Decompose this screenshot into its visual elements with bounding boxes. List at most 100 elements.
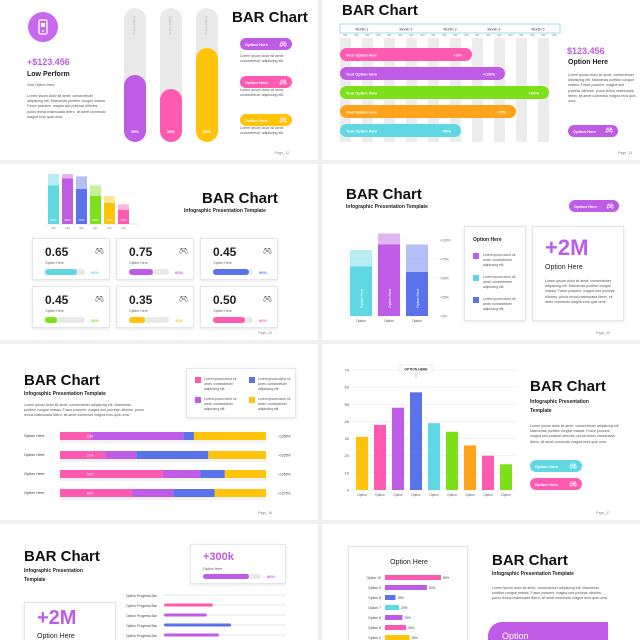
kpi-pct: 80% (259, 318, 268, 323)
option-pill[interactable]: Option Here 🎮︎ (240, 114, 292, 126)
bar (164, 623, 232, 627)
option-pill-pink[interactable]: Option Here 🎮︎ (530, 478, 582, 490)
kpi-value: 0.45 (213, 245, 237, 259)
bar (340, 67, 505, 80)
amount-progress-fill (203, 574, 250, 579)
bar-category-label: Opt (51, 226, 56, 230)
bar-category-label: Opt (107, 226, 112, 230)
legend-text: Lorem ipsum dolor sit amet, consectetuer… (483, 297, 516, 311)
page-number: Page_17 (596, 511, 611, 515)
bar (90, 196, 101, 224)
bar-category-label: Option 8 (368, 596, 381, 600)
bar (392, 407, 404, 490)
kpi-caption: Option Here (213, 309, 232, 313)
bar-track (164, 604, 286, 606)
kpi-pct: 80% (91, 270, 100, 275)
bar-category-label: Opt (79, 226, 84, 230)
bar-segment (173, 489, 215, 497)
bar-value-label: 20% (401, 606, 408, 610)
heading: Low Perform (27, 71, 70, 78)
y-tick-label: +75% (440, 258, 449, 262)
slide-subtitle: Infographic Presentation Template (24, 568, 83, 583)
stacked-bar-chart: Option Here 15% +1250% Option Here 22% +1225%… (24, 432, 291, 500)
bar-segment-label: 35% (87, 492, 94, 496)
kpi-value: 0.65 (45, 245, 69, 259)
month-label: Month 5 (532, 28, 545, 32)
option-pill[interactable]: Option (488, 622, 608, 640)
column-chart: 0 10 20 30 40 50 60 70 Option Option Option Option O… (345, 364, 516, 497)
kpi-pct: 60% (175, 270, 184, 275)
week-label: W4 (464, 33, 469, 37)
bar (340, 48, 472, 61)
slide-title: BAR Chart (530, 378, 606, 395)
bar-category-label: Option Here (24, 434, 44, 438)
gamepad-icon: 🎮︎ (569, 463, 577, 470)
bar-category-label: Option (356, 319, 366, 323)
slide-7: BAR Chart Infographic Presentation Templ… (0, 524, 318, 640)
bar-value-label: +100% (528, 92, 539, 96)
option-pill[interactable]: Option Here 🎮︎ (240, 76, 292, 88)
option-pill[interactable]: Option Here 🎮︎ (569, 200, 619, 212)
week-label: W3 (497, 33, 502, 37)
bar (428, 423, 440, 490)
kpi-caption: Option Here (45, 309, 64, 313)
card-heading: Option Here (390, 559, 428, 566)
kpi-value: 0.35 (129, 293, 153, 307)
pill-label: Option Here (573, 128, 596, 134)
big-caption: Option Here (37, 633, 75, 640)
body-text-right-2: Lorem ipsum dolor sit amet, consectetuer… (240, 88, 285, 98)
month-label: Month 3 (444, 28, 457, 32)
amount-card: +300k Option Here 80% (190, 544, 286, 584)
y-tick-label: 20 (345, 453, 350, 458)
y-tick-label: 30 (345, 436, 350, 441)
week-label: W4 (552, 33, 557, 37)
kpi-card: 0.50 🎮︎ Option Here 80% (200, 286, 278, 328)
bar-value-label: +10% (453, 54, 462, 58)
bar (385, 605, 399, 610)
big-caption: Option Here (545, 264, 583, 271)
option-pill[interactable]: Option Here 🎮︎ (568, 125, 618, 137)
week-label: W1 (387, 33, 392, 37)
slide-title: BAR Chart (232, 9, 308, 26)
slide-8: Option Here Option 10 80% Option 9 60% Optio… (322, 524, 640, 640)
bar-segment (163, 470, 201, 478)
week-label: W2 (530, 33, 535, 37)
gamepad-icon: 🎮︎ (605, 128, 613, 134)
bar-value-label: 60% (92, 218, 98, 222)
bar-category-label: Your Option Here (346, 130, 377, 134)
kpi-progress-track (213, 269, 253, 275)
y-tick-label: 40 (345, 419, 350, 424)
kpi-card: 0.45 🎮︎ Option Here 90% (200, 238, 278, 280)
slide-title: BAR Chart (24, 372, 100, 389)
bar-category-label: Option Progress Bar (126, 624, 158, 628)
bar-segment (208, 451, 266, 459)
legend-swatch (249, 397, 255, 403)
bar-value-label: 25% (405, 616, 412, 620)
pill-label: Option Here (574, 203, 597, 209)
kpi-caption: Option Here (213, 261, 232, 265)
y-tick-label: 10 (345, 470, 350, 475)
heading: Option Here (568, 59, 609, 66)
page-number: Page_14 (258, 331, 273, 335)
bar-segment-light (48, 174, 59, 186)
pill-label: Option Here (245, 79, 268, 85)
month-header (339, 23, 561, 34)
bar-track (164, 634, 286, 636)
bar (446, 431, 458, 490)
bar-category-label: Option (483, 493, 493, 497)
amount-progress-track (203, 574, 261, 579)
bar (410, 392, 422, 490)
gamepad-icon: 🎮︎ (606, 203, 614, 210)
bar-category-label: Option Progress Bar (126, 604, 158, 608)
bar: 55% (196, 48, 218, 142)
bar-category-label: Option Here (204, 16, 208, 35)
horizontal-bar-chart: Option 10 80% Option 9 60% Option 8 15% Option… (366, 575, 450, 640)
bar-value-label: 35% (130, 128, 139, 134)
bar-category-label: Option (411, 493, 421, 497)
option-pill[interactable]: Option Here 🎮︎ (240, 38, 292, 50)
gamepad-icon: 🎮︎ (569, 481, 577, 488)
bar-segment-label: 22% (87, 454, 94, 458)
week-label: W3 (453, 33, 458, 37)
option-pill-cyan[interactable]: Option Here 🎮︎ (530, 460, 582, 472)
week-label: W1 (343, 33, 348, 37)
